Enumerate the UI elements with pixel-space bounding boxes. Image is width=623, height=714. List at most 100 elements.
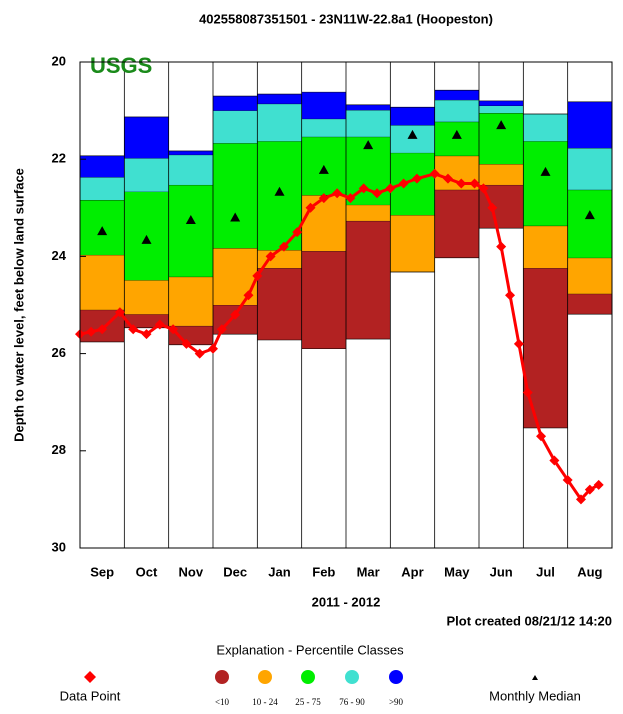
data-point (469, 178, 480, 189)
percentile-band (257, 268, 302, 340)
median-marker (496, 120, 507, 130)
percentile-band (479, 100, 524, 106)
median-marker (274, 186, 285, 196)
percentile-band (567, 257, 612, 294)
data-point (230, 309, 241, 320)
percentile-band (523, 114, 568, 142)
median-marker (407, 129, 418, 139)
legend-data-point (84, 671, 96, 683)
legend-swatch (258, 670, 272, 684)
percentile-band (390, 125, 435, 153)
percentile-band (257, 94, 302, 104)
percentile-band (80, 177, 125, 201)
percentile-band (567, 189, 612, 258)
median-marker (185, 214, 196, 224)
x-tick-label: Apr (401, 564, 423, 579)
percentile-band (213, 96, 258, 111)
percentile-band (301, 118, 346, 137)
note: Plot created 08/21/12 14:20 (447, 613, 613, 628)
data-point (575, 494, 586, 505)
percentile-band (168, 325, 213, 345)
legend-swatch (389, 670, 403, 684)
plot-frame (79, 61, 613, 549)
x-tick-label: Dec (223, 564, 247, 579)
median-marker (540, 166, 551, 176)
percentile-band (168, 184, 213, 277)
x-tick-label: Aug (577, 564, 602, 579)
legend-label: Monthly Median (489, 688, 581, 703)
watermark: USGS (90, 53, 152, 78)
data-point (456, 178, 467, 189)
percentile-band (168, 154, 213, 185)
percentile-band (567, 293, 612, 315)
data-point (243, 290, 254, 301)
legend-median (532, 675, 538, 680)
data-point (216, 324, 227, 335)
percentile-band (346, 220, 391, 340)
legend-label: 25 - 75 (295, 697, 321, 707)
data-point (332, 188, 343, 199)
data-point (114, 307, 125, 318)
data-point (562, 474, 573, 485)
legend-label: <10 (215, 697, 230, 707)
y-tick-label: 24 (52, 248, 67, 263)
data-point (487, 202, 498, 213)
x-tick-label: Jul (536, 564, 555, 579)
x-tick-label: Feb (312, 564, 335, 579)
legend-label: 76 - 90 (339, 697, 365, 707)
data-point (181, 338, 192, 349)
x-tick-label: Mar (357, 564, 380, 579)
percentile-band (301, 92, 346, 119)
data-point (168, 324, 179, 335)
percentile-band (567, 148, 612, 190)
percentile-band (124, 158, 169, 192)
percentile-band (213, 110, 258, 144)
percentile-band (523, 141, 568, 226)
legend-swatch (301, 670, 315, 684)
y-tick-label: 22 (52, 151, 66, 166)
data-point (593, 479, 604, 490)
data-point (429, 168, 440, 179)
data-point (128, 324, 139, 335)
percentile-band (479, 105, 524, 114)
y-tick-label: 20 (52, 53, 66, 68)
data-point (372, 188, 383, 199)
percentile-band (390, 152, 435, 216)
data-point (252, 270, 263, 281)
data-point (358, 183, 369, 194)
data-point (398, 178, 409, 189)
data-point (345, 193, 356, 204)
median-marker (363, 140, 374, 150)
data-point (549, 455, 560, 466)
data-point (305, 202, 316, 213)
data-point (292, 227, 303, 238)
y-axis-label: Depth to water level, feet below land su… (11, 168, 26, 442)
x-tick-label: Nov (179, 564, 204, 579)
legend-label: 10 - 24 (252, 697, 278, 707)
data-point (154, 319, 165, 330)
data-point (522, 387, 533, 398)
data-point (141, 329, 152, 340)
percentile-band (257, 103, 302, 142)
x-tick-label: Jan (268, 564, 290, 579)
data-point (442, 173, 453, 184)
data-point (265, 251, 276, 262)
legend-swatch (215, 670, 229, 684)
data-point (385, 183, 396, 194)
percentile-band (168, 150, 213, 155)
data-point (208, 343, 218, 354)
percentile-band (80, 254, 125, 310)
median-marker (451, 129, 462, 139)
percentile-band (301, 195, 346, 252)
data-point (536, 431, 547, 442)
y-tick-label: 26 (52, 345, 66, 360)
y-tick-label: 28 (52, 442, 66, 457)
percentile-band (434, 189, 479, 258)
data-point (97, 324, 108, 335)
percentile-band (434, 99, 479, 122)
median-marker (318, 164, 329, 174)
legend-swatch (345, 670, 359, 684)
x-tick-label: Oct (136, 564, 158, 579)
x-axis-label: 2011 - 2012 (312, 594, 381, 609)
